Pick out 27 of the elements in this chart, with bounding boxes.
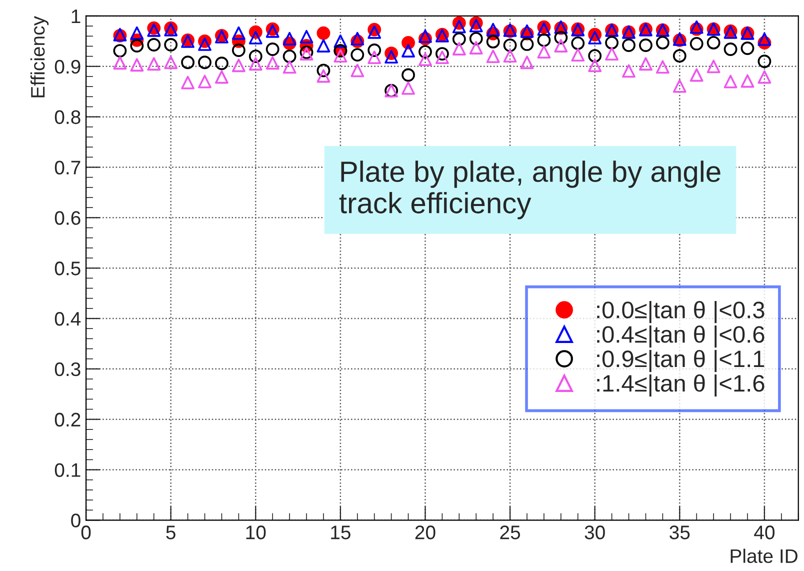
x-tick-label: 0 (81, 526, 91, 540)
x-tick-label: 25 (500, 526, 520, 540)
x-axis-title: Plate ID (730, 548, 798, 564)
legend-label: :0.4≤|tan θ |<0.6 (597, 325, 764, 348)
legend-label: :1.4≤|tan θ |<1.6 (597, 374, 764, 397)
y-tick-label: 0.3 (54, 362, 80, 376)
x-tick-label: 40 (754, 526, 775, 540)
y-tick-label: 0.6 (54, 211, 80, 225)
y-tick-label: 0.9 (54, 60, 80, 74)
y-tick-label: 0.2 (54, 412, 80, 427)
x-tick-label: 15 (331, 526, 350, 540)
x-tick-label: 35 (670, 526, 690, 540)
y-tick-label: 0.1 (54, 463, 80, 477)
x-tick-label: 30 (584, 526, 605, 540)
y-tick-label: 0.5 (54, 262, 80, 276)
legend-label: :0.0≤|tan θ |<0.3 (597, 300, 764, 324)
y-tick-label: 0.7 (54, 160, 80, 174)
annotation: Plate by plate, angle by angle track efficiency (339, 160, 720, 220)
y-tick-label: 1 (72, 10, 80, 24)
y-axis-title: Efficiency (30, 16, 49, 98)
y-tick-label: 0 (71, 514, 80, 528)
x-tick-label: 20 (415, 526, 436, 540)
y-tick-label: 0.8 (54, 110, 80, 124)
y-tick-label: 0.4 (54, 312, 81, 326)
x-tick-label: 5 (166, 526, 176, 540)
legend-label: :0.9≤|tan θ |<1.1 (597, 350, 764, 372)
x-tick-label: 10 (246, 526, 266, 540)
